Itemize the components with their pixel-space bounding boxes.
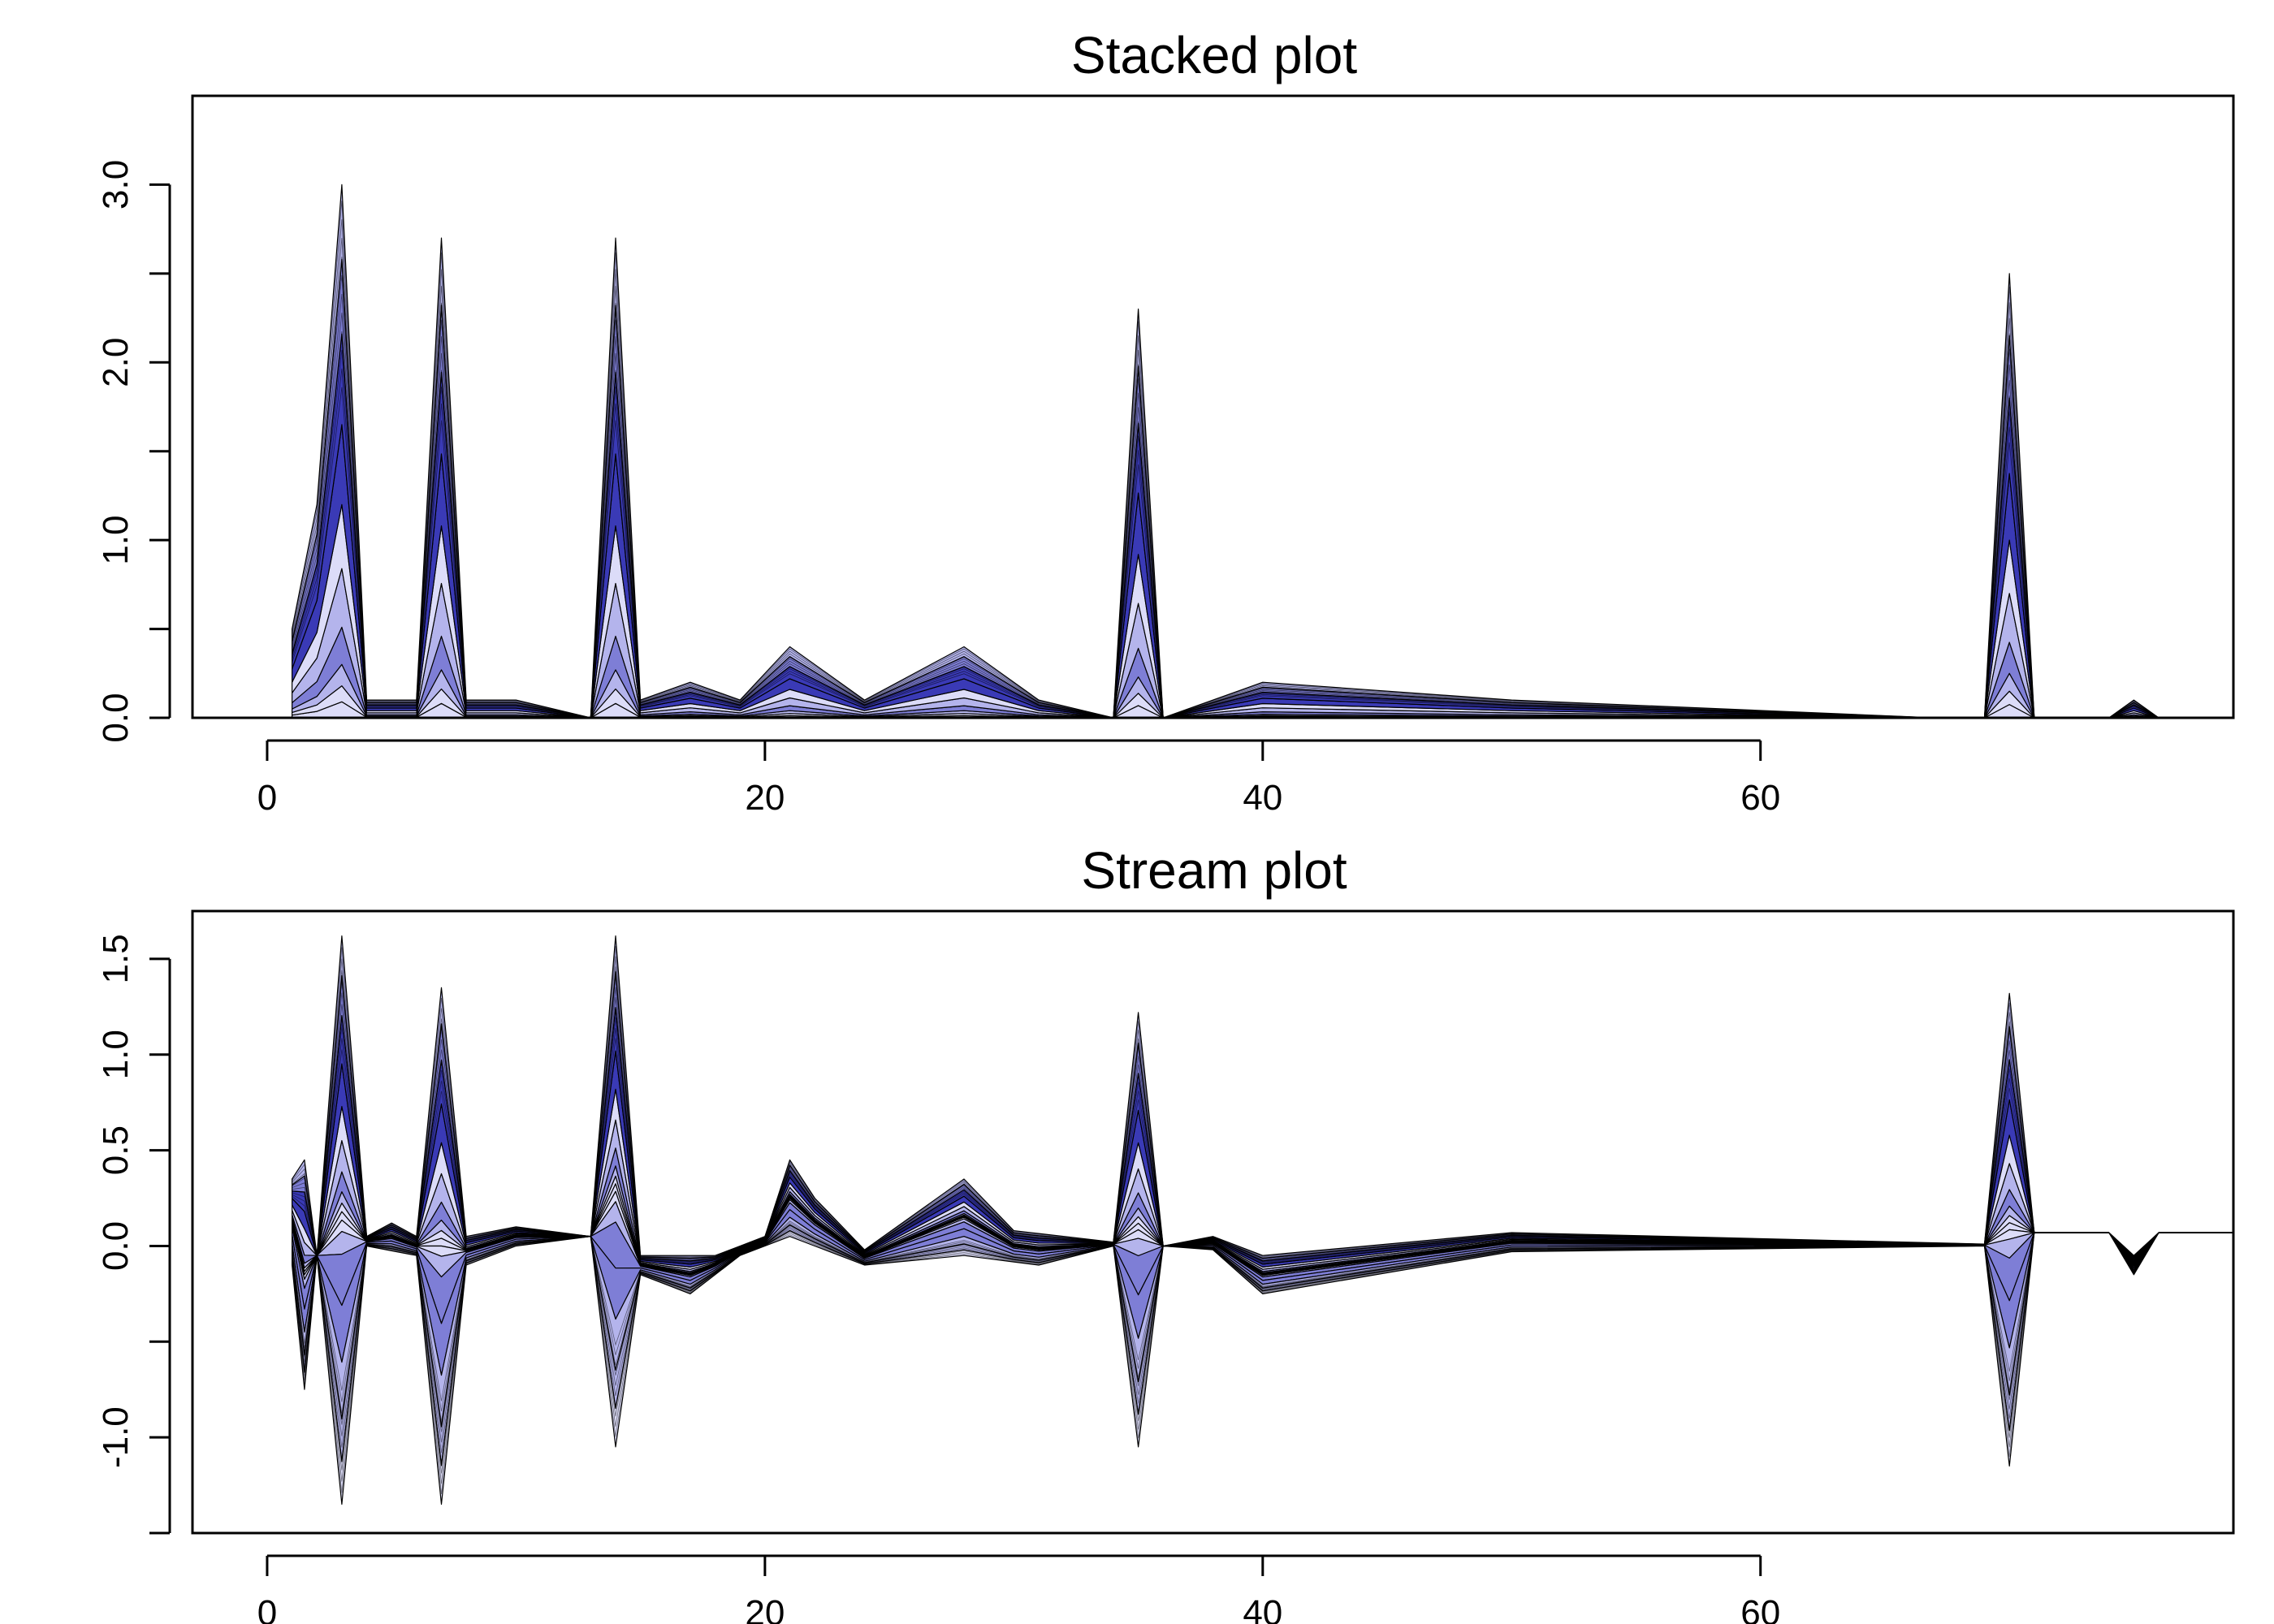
y-tick-label: 0.5 (96, 1125, 136, 1175)
y-tick-label: 1.0 (96, 1030, 136, 1079)
stacked-layer-line (292, 368, 2159, 719)
stream-axes: -1.0 0.0 0.5 1.0 1.5 0 20 40 60 (96, 934, 1780, 1624)
x-tick-label: 0 (257, 778, 277, 818)
stacked-area-marks (292, 184, 2159, 719)
plot-frame-stacked (191, 94, 2235, 719)
stacked-layer-line (292, 201, 2159, 719)
stacked-layer-line (292, 293, 2159, 719)
stacked-layer-line (292, 330, 2159, 719)
x-tick-label: 20 (745, 1593, 785, 1624)
x-tick-label: 0 (257, 1593, 277, 1624)
x-tick-label: 40 (1243, 778, 1282, 818)
plot-frame-stream (191, 909, 2235, 1535)
x-tick-label: 40 (1243, 1593, 1282, 1624)
y-tick-label: 1.0 (96, 516, 136, 565)
x-tick-label: 60 (1740, 778, 1780, 818)
y-tick-label: -1.0 (96, 1406, 136, 1468)
stream-lower-layer-line (292, 1232, 2233, 1494)
stream-upper-layer-line (292, 946, 2233, 1257)
stacked-layer-line (292, 274, 2159, 719)
y-tick-label: 0.0 (96, 693, 136, 742)
x-tick-label: 60 (1740, 1593, 1780, 1624)
stacked-layer-line (292, 387, 2159, 719)
y-tick-label: 2.0 (96, 338, 136, 387)
y-tick-label: 3.0 (96, 160, 136, 209)
stream-area-marks (292, 935, 2234, 1505)
x-tick-label: 20 (745, 778, 785, 818)
y-tick-label: 1.5 (96, 934, 136, 983)
y-tick-label: 0.0 (96, 1221, 136, 1271)
panel-stream: Stream plot -1.0 0.0 0.5 1.0 1.5 0 20 40 60 (96, 841, 2235, 1624)
stacked-axes: 0.0 1.0 2.0 3.0 0 20 40 60 (96, 160, 1780, 818)
panel-stacked: Stacked plot 0.0 1.0 2.0 3.0 0 20 40 60 (96, 26, 2235, 818)
stacked-layer-line (292, 349, 2159, 719)
plot-title-stacked: Stacked plot (1071, 26, 1357, 84)
plot-title-stream: Stream plot (1081, 841, 1347, 900)
stacked-layer-line (292, 312, 2159, 719)
